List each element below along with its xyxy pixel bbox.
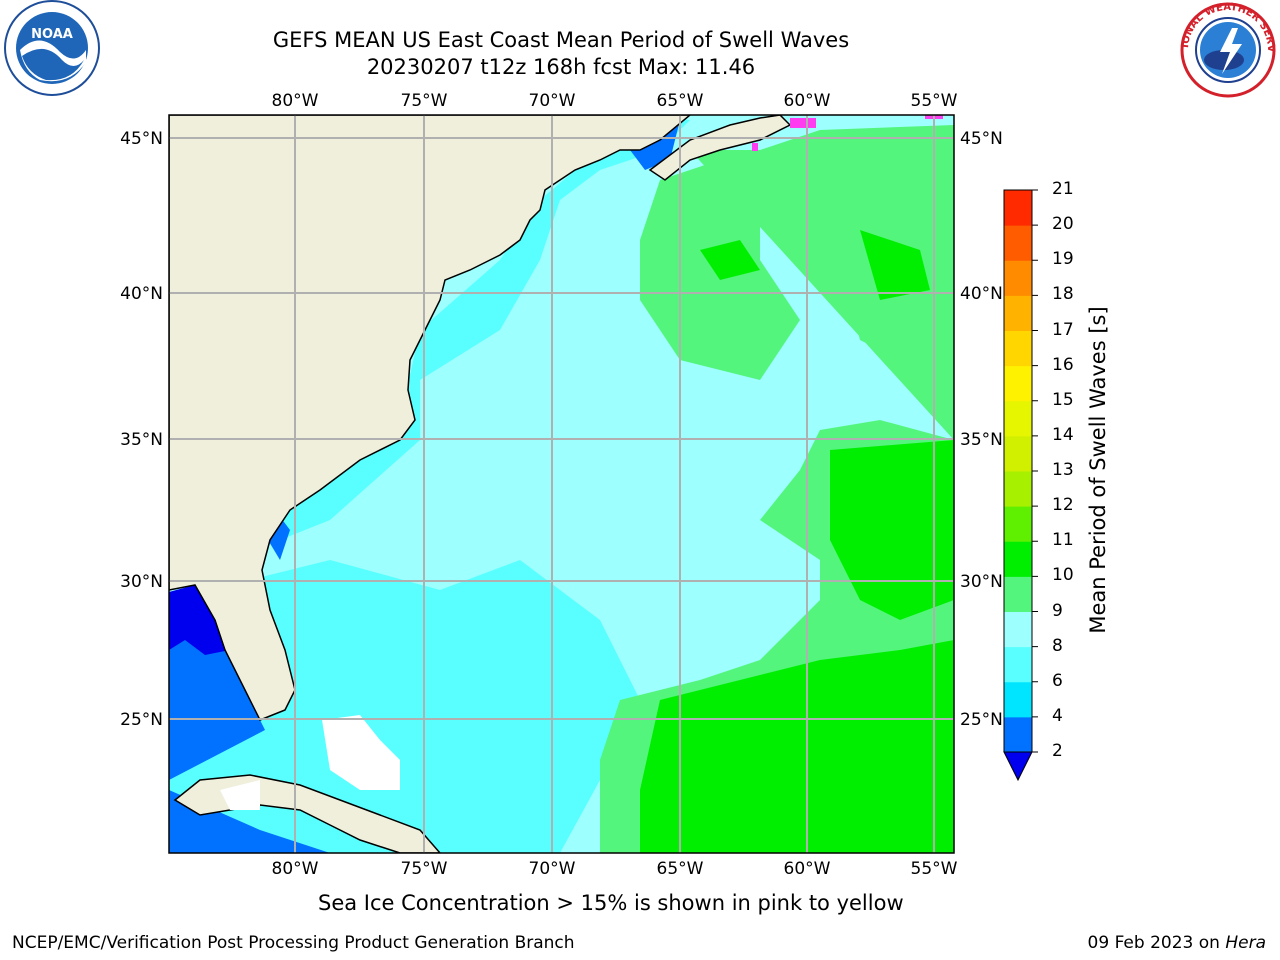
colorbar-segment xyxy=(1004,541,1032,577)
colorbar xyxy=(1003,189,1038,782)
colorbar-segment xyxy=(1004,646,1032,683)
colorbar-tick-label: 19 xyxy=(1052,249,1074,270)
colorbar-segment xyxy=(1004,330,1032,367)
colorbar-tick-label: 17 xyxy=(1052,319,1074,340)
lat-label-left: 25°N xyxy=(120,710,163,730)
colorbar-segment xyxy=(1004,365,1032,402)
footer-date: 09 Feb 2023 on Hera xyxy=(1088,933,1266,953)
swell-field-below-2 xyxy=(169,585,230,655)
lon-label-top: 55°W xyxy=(911,91,958,111)
colorbar-tick-label: 16 xyxy=(1052,354,1074,375)
lon-label-top: 60°W xyxy=(784,91,831,111)
swell-field-6-8 xyxy=(169,115,690,853)
noaa-logo-text: NOAA xyxy=(31,27,73,42)
colorbar-segment xyxy=(1004,506,1032,542)
colorbar-label: Mean Period of Swell Waves [s] xyxy=(1086,306,1110,634)
colorbar-tick-label: 21 xyxy=(1052,179,1074,199)
colorbar-tick-label: 15 xyxy=(1052,389,1074,410)
graticule xyxy=(169,115,954,853)
colorbar-tick-label: 6 xyxy=(1052,670,1063,691)
colorbar-segment xyxy=(1004,435,1032,472)
colorbar-tick-label: 8 xyxy=(1052,635,1063,656)
lon-label-top: 75°W xyxy=(401,91,448,111)
lon-label-bottom: 65°W xyxy=(657,859,704,879)
colorbar-segment xyxy=(1004,681,1032,718)
colorbar-segment xyxy=(1004,295,1032,331)
colorbar-tick-label: 13 xyxy=(1052,460,1074,480)
noaa-logo-icon: NOAA xyxy=(4,0,100,96)
lat-label-left: 30°N xyxy=(120,572,163,592)
colorbar-segment xyxy=(1004,190,1032,226)
lat-label-right: 40°N xyxy=(960,284,1003,304)
colorbar-tick-label: 18 xyxy=(1052,284,1074,305)
colorbar-tick-label: 14 xyxy=(1052,424,1074,445)
colorbar-tick-label: 12 xyxy=(1052,495,1074,516)
sea-ice-patch xyxy=(752,143,758,151)
lon-label-bottom: 80°W xyxy=(272,859,319,879)
colorbar-segment xyxy=(1004,400,1032,437)
lat-label-left: 40°N xyxy=(120,284,163,304)
colorbar-segment xyxy=(1004,260,1032,296)
bahamas-shallow-area xyxy=(220,715,400,810)
colorbar-tick-label: 9 xyxy=(1052,600,1063,621)
lon-label-top: 65°W xyxy=(657,91,704,111)
colorbar-segment xyxy=(1004,471,1032,507)
sea-ice-patch xyxy=(790,118,816,128)
swell-field-10-11 xyxy=(640,230,954,853)
colorbar-tick-label: 20 xyxy=(1052,214,1074,235)
chart-title: GEFS MEAN US East Coast Mean Period of S… xyxy=(272,28,850,52)
lat-label-right: 45°N xyxy=(960,129,1003,149)
lon-label-top: 80°W xyxy=(272,91,319,111)
colorbar-tick-label: 10 xyxy=(1052,565,1074,586)
colorbar-under-arrow xyxy=(1003,751,1033,782)
sea-ice-caption: Sea Ice Concentration > 15% is shown in … xyxy=(318,891,904,915)
colorbar-segment xyxy=(1004,576,1032,612)
colorbar-tick-label: 2 xyxy=(1052,741,1063,761)
chart-subtitle: 20230207 t12z 168h fcst Max: 11.46 xyxy=(366,55,756,79)
colorbar-segment xyxy=(1004,716,1032,753)
footer-date-text: 09 Feb 2023 on xyxy=(1087,933,1220,953)
lon-label-bottom: 55°W xyxy=(911,859,958,879)
lon-label-bottom: 60°W xyxy=(784,859,831,879)
colorbar-segment xyxy=(1004,225,1032,261)
colorbar-segment xyxy=(1004,611,1032,648)
lat-label-right: 30°N xyxy=(960,572,1003,592)
lon-label-bottom: 75°W xyxy=(401,859,448,879)
footer-host: Hera xyxy=(1225,933,1266,953)
map-frame xyxy=(168,114,955,854)
colorbar-tick-label: 4 xyxy=(1052,705,1063,726)
lat-label-right: 25°N xyxy=(960,710,1003,730)
map-field xyxy=(169,115,954,853)
nws-logo-icon: NATIONAL WEATHER SERVICE xyxy=(1176,0,1276,98)
lon-label-top: 70°W xyxy=(529,91,576,111)
lat-label-right: 35°N xyxy=(960,430,1003,450)
colorbar-tick-label: 11 xyxy=(1052,530,1074,551)
lat-label-left: 35°N xyxy=(120,430,163,450)
lat-label-left: 45°N xyxy=(120,129,163,149)
lon-label-bottom: 70°W xyxy=(529,859,576,879)
footer-credit: NCEP/EMC/Verification Post Processing Pr… xyxy=(12,933,575,953)
